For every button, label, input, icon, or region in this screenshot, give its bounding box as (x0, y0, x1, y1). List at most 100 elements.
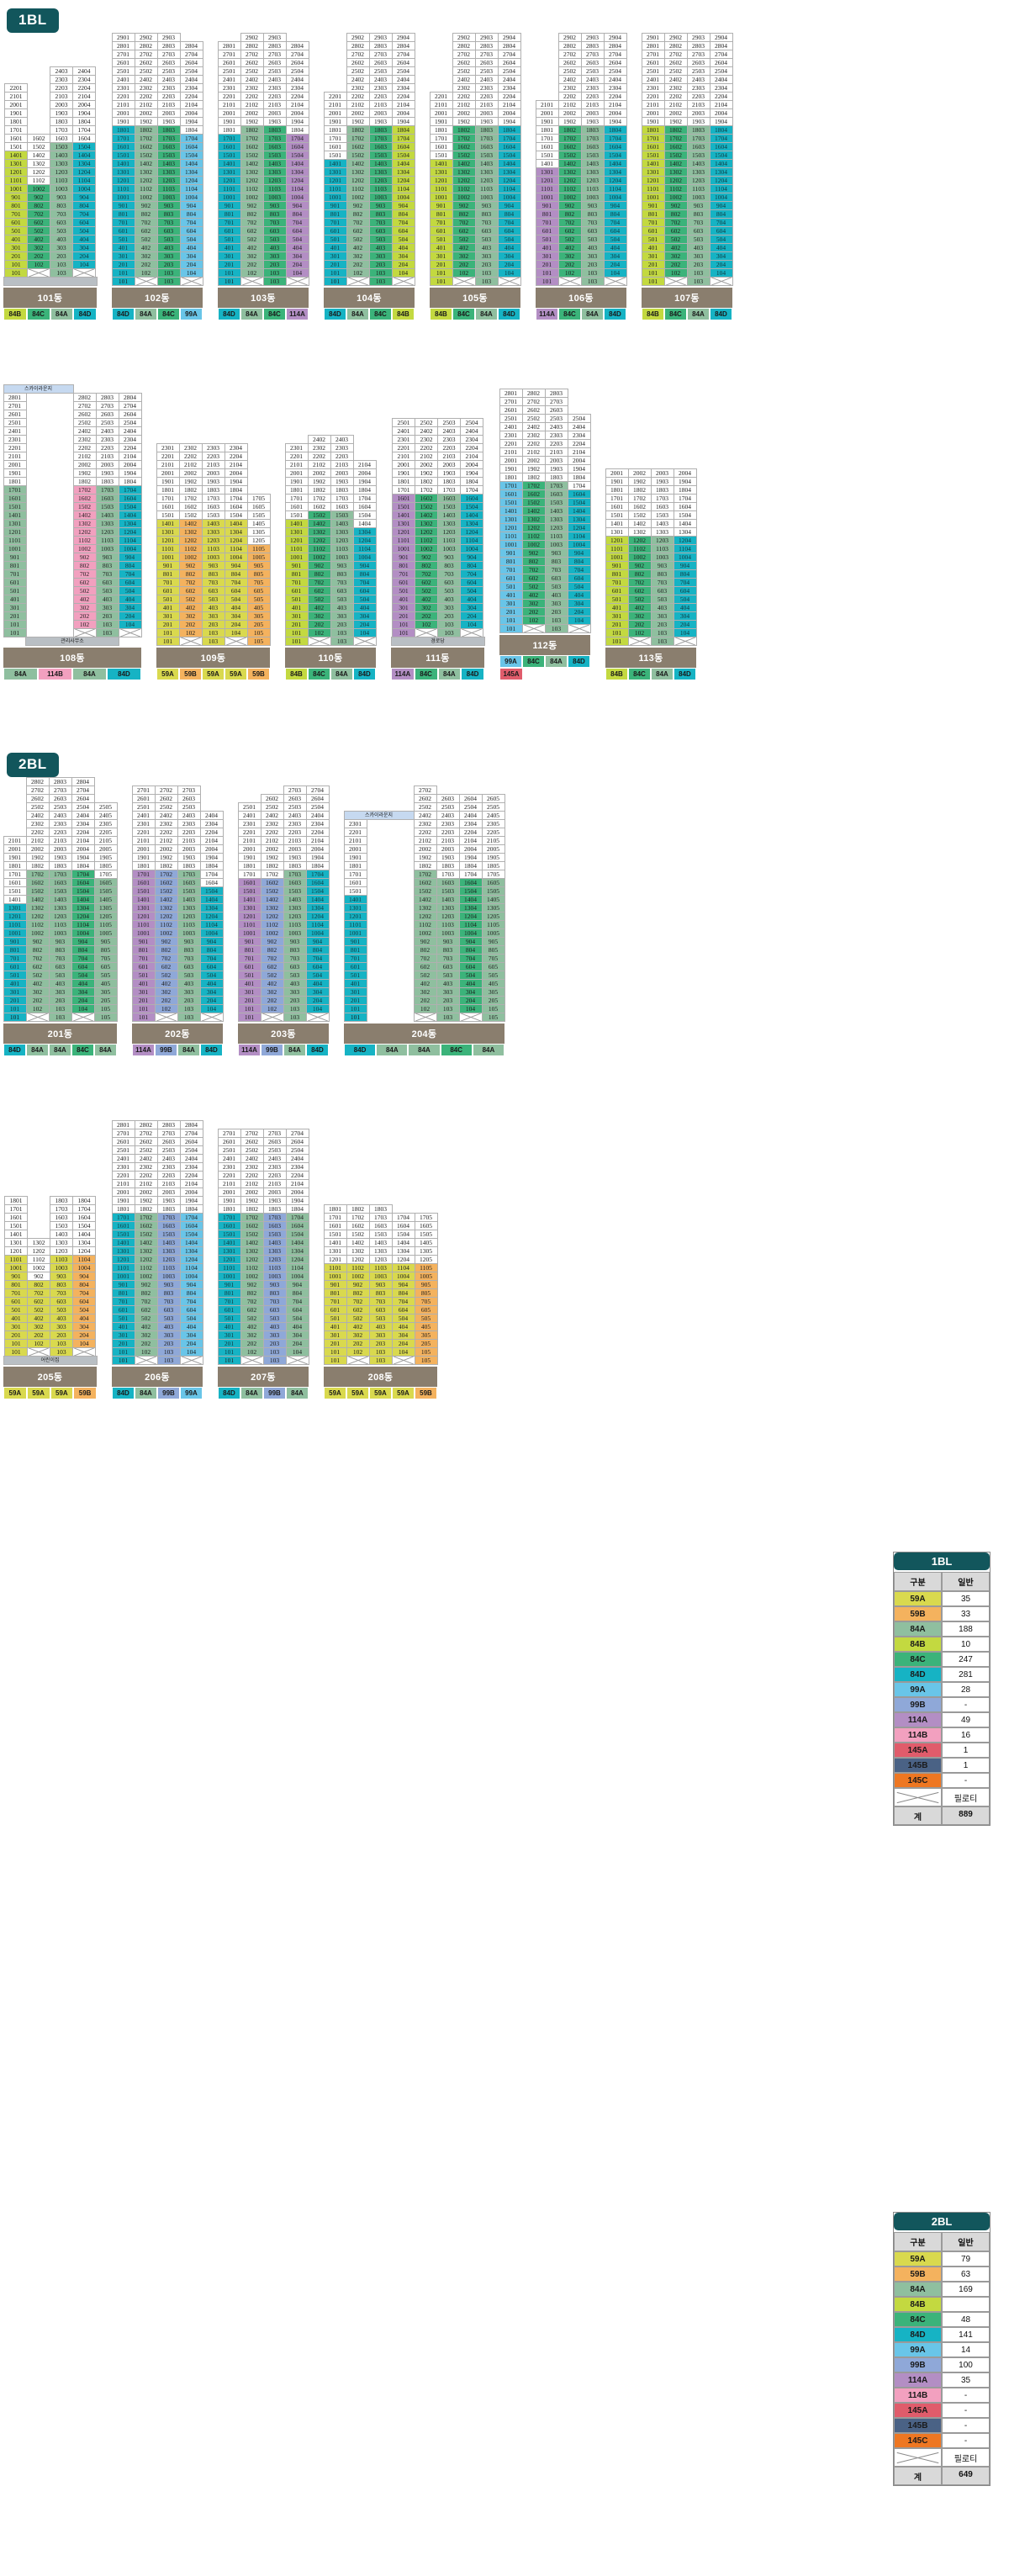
unit-column-01: 2001 1901 1801 1701 1601 1501 1401 1301 1201 1101… (605, 468, 629, 646)
type-chip-84D: 84D (674, 668, 696, 680)
ground-unit-cell[interactable]: 103 (650, 636, 674, 646)
type-chip-84D: 84D (461, 668, 484, 680)
ground-unit-cell[interactable]: 103 (686, 276, 711, 286)
unit-column-01: 2101 2001 1901 1801 1701 1601 1501 1401 1301 1201… (535, 33, 559, 286)
unit-column-02: 2902 2802 2702 2602 2502 2402 2302 2202 2102 2002… (134, 32, 158, 286)
type-chip-145A: 145A (499, 668, 523, 680)
ground-unit-cell[interactable]: 101 (605, 636, 629, 646)
legend-row: 114B 16 (894, 1727, 990, 1743)
ground-unit-cell[interactable]: 103 (177, 1012, 201, 1022)
legend-column-header: 일반 (942, 1572, 990, 1591)
legend-count: 35 (942, 1591, 990, 1606)
unit-grid: 2701 2601 2501 2401 2301 2201 2101 2001 1901 1801… (131, 785, 224, 1022)
legend-count: 49 (942, 1712, 990, 1727)
unit-column-02: 2802 2702 2602 2502 2402 2302 2202 2102 2002 1902… (134, 1119, 158, 1365)
piloti-cell (134, 276, 158, 286)
ground-unit-cell[interactable]: 103 (436, 1012, 460, 1022)
building-type-strip: 59A 59A 59A 59B (3, 1387, 97, 1399)
building-type-strip: 84B 84C 84A 84D (605, 668, 696, 680)
building-row-1bl-upper: 2201 2101 2001 1901 1801 1701 1601 1501 1401 1301… (0, 32, 1009, 320)
ground-unit-cell[interactable]: 101 (131, 1012, 156, 1022)
building-type-strip: 84B 84C 84A 84D (285, 668, 376, 680)
ground-unit-cell[interactable]: 101 (284, 636, 309, 646)
building-name-label: 104동 (324, 288, 415, 308)
facility-관리사무소: 관리사무소 (25, 636, 119, 646)
unit-column-01: 2801 2701 2601 2501 2401 2301 2201 2101 2001 1901… (499, 388, 523, 633)
ground-unit-cell[interactable]: 101 (217, 276, 241, 286)
unit-column-02: 2902 2802 2702 2602 2502 2402 2302 2202 2102 2002… (452, 32, 476, 286)
type-chip-84D: 84D (218, 308, 240, 320)
ground-unit-cell[interactable]: 103 (368, 1355, 393, 1365)
building-type-strip: 84D 84A 84C 114A (218, 308, 309, 320)
legend-type-84D: 84D (894, 1667, 942, 1682)
ground-unit-cell[interactable]: 101 (111, 276, 135, 286)
type-chip-84D: 84D (218, 1387, 240, 1399)
ground-unit-cell[interactable]: 101 (323, 276, 347, 286)
ground-unit-cell[interactable]: 103 (156, 1355, 181, 1365)
legend-count: 필로티 (942, 1788, 990, 1806)
ground-unit-cell[interactable]: 101 (323, 1355, 347, 1365)
ground-unit-cell[interactable]: 105 (414, 1355, 438, 1365)
ground-unit-cell[interactable]: 103 (580, 276, 605, 286)
legend-total-label: 계 (894, 2467, 942, 2485)
ground-unit-cell[interactable]: 103 (48, 1012, 72, 1022)
facility-sky-lounge: 스카이라운지 (3, 383, 74, 394)
piloti-cell (673, 636, 697, 646)
ground-unit-cell[interactable]: 105 (93, 1012, 118, 1022)
type-chip-84A: 84A (475, 308, 498, 320)
ground-unit-cell[interactable]: 105 (246, 636, 271, 646)
type-chip-84A: 84A (581, 308, 604, 320)
ground-unit-cell[interactable]: 101 (535, 276, 559, 286)
unit-column-04: 2404 2304 2204 2104 2004 1904 1804 1704 1604 1504… (72, 66, 96, 278)
ground-unit-cell[interactable]: 101 (3, 1012, 27, 1022)
building-type-strip: 84D 84A 99B 99A (112, 1387, 203, 1399)
type-chip-59A: 59A (369, 1387, 392, 1399)
ground-unit-cell[interactable]: 101 (499, 623, 523, 633)
ground-unit-cell[interactable]: 105 (481, 1012, 505, 1022)
unit-grid: 2201 2101 2001 1901 1801 1701 1601 1501 1401 1301… (4, 66, 96, 278)
unit-column-01: 2201 2101 2001 1901 1801 1701 1601 1501 1401 1301… (323, 33, 347, 286)
ground-unit-cell[interactable]: 103 (262, 276, 287, 286)
ground-unit-cell[interactable]: 103 (368, 276, 393, 286)
ground-unit-cell[interactable]: 101 (343, 1012, 367, 1022)
type-chip-114A: 114A (536, 308, 558, 320)
ground-unit-cell[interactable]: 103 (262, 1355, 287, 1365)
legend-title: 2BL (894, 2213, 990, 2230)
ground-unit-cell[interactable]: 101 (3, 627, 27, 637)
ground-unit-cell[interactable]: 103 (330, 636, 354, 646)
legend-column-header: 구분 (894, 2232, 942, 2251)
legend-count: 1 (942, 1743, 990, 1758)
legend-type-145B: 145B (894, 2418, 942, 2433)
ground-unit-cell[interactable]: 103 (474, 276, 499, 286)
ground-unit-cell[interactable]: 101 (111, 1355, 135, 1365)
unit-column-03: 2603 2503 2403 2303 2203 2103 2003 1903 1803 1703… (436, 785, 460, 1022)
unit-column-02: 2902 2802 2702 2602 2502 2402 2302 2202 2102 2002… (663, 32, 688, 286)
legend-row: 84D 141 (894, 2327, 990, 2342)
ground-unit-cell[interactable]: 103 (544, 623, 568, 633)
building-name-label: 206동 (112, 1367, 203, 1387)
type-chip-59B: 59B (73, 1387, 97, 1399)
ground-unit-cell[interactable]: 101 (429, 276, 453, 286)
unit-column-03: 2903 2803 2703 2603 2503 2403 2303 2203 2103 2003… (156, 32, 181, 286)
building-type-strip: 84B 84C 84A 84D (3, 308, 97, 320)
legend-row: 99B 100 (894, 2357, 990, 2372)
ground-unit-cell[interactable]: 103 (156, 276, 181, 286)
type-chip-84A: 84A (49, 1044, 71, 1056)
legend-type-84B: 84B (894, 1637, 942, 1652)
ground-unit-cell[interactable]: 103 (283, 1012, 307, 1022)
ground-unit-cell[interactable]: 101 (641, 276, 665, 286)
unit-column-02: 2802 2702 2602 2502 2402 2302 2202 2102 2002 1902… (72, 392, 97, 637)
piloti-cell (285, 276, 309, 286)
unit-column-02: 2702 2602 2502 2402 2302 2202 2102 2002 1902 1802… (240, 1128, 264, 1365)
ground-unit-cell[interactable]: 101 (217, 1355, 241, 1365)
ground-unit-cell[interactable]: 103 (201, 636, 225, 646)
legend-count: 필로티 (942, 2448, 990, 2467)
piloti-cell (178, 636, 203, 646)
ground-unit-cell[interactable]: 101 (156, 636, 180, 646)
unit-column-03: 2303 2203 2103 2003 1903 1803 1703 1603 1503 1403… (201, 442, 225, 646)
unit-grid: 2801 2701 2601 2501 2401 2301 2201 2101 2001 1901… (499, 388, 591, 633)
unit-column-03: 2803 2703 2603 2503 2403 2303 2203 2103 2003 1903… (95, 392, 119, 637)
type-chip-59A: 59A (392, 1387, 415, 1399)
piloti-cell (497, 276, 521, 286)
ground-unit-cell[interactable]: 101 (237, 1012, 261, 1022)
